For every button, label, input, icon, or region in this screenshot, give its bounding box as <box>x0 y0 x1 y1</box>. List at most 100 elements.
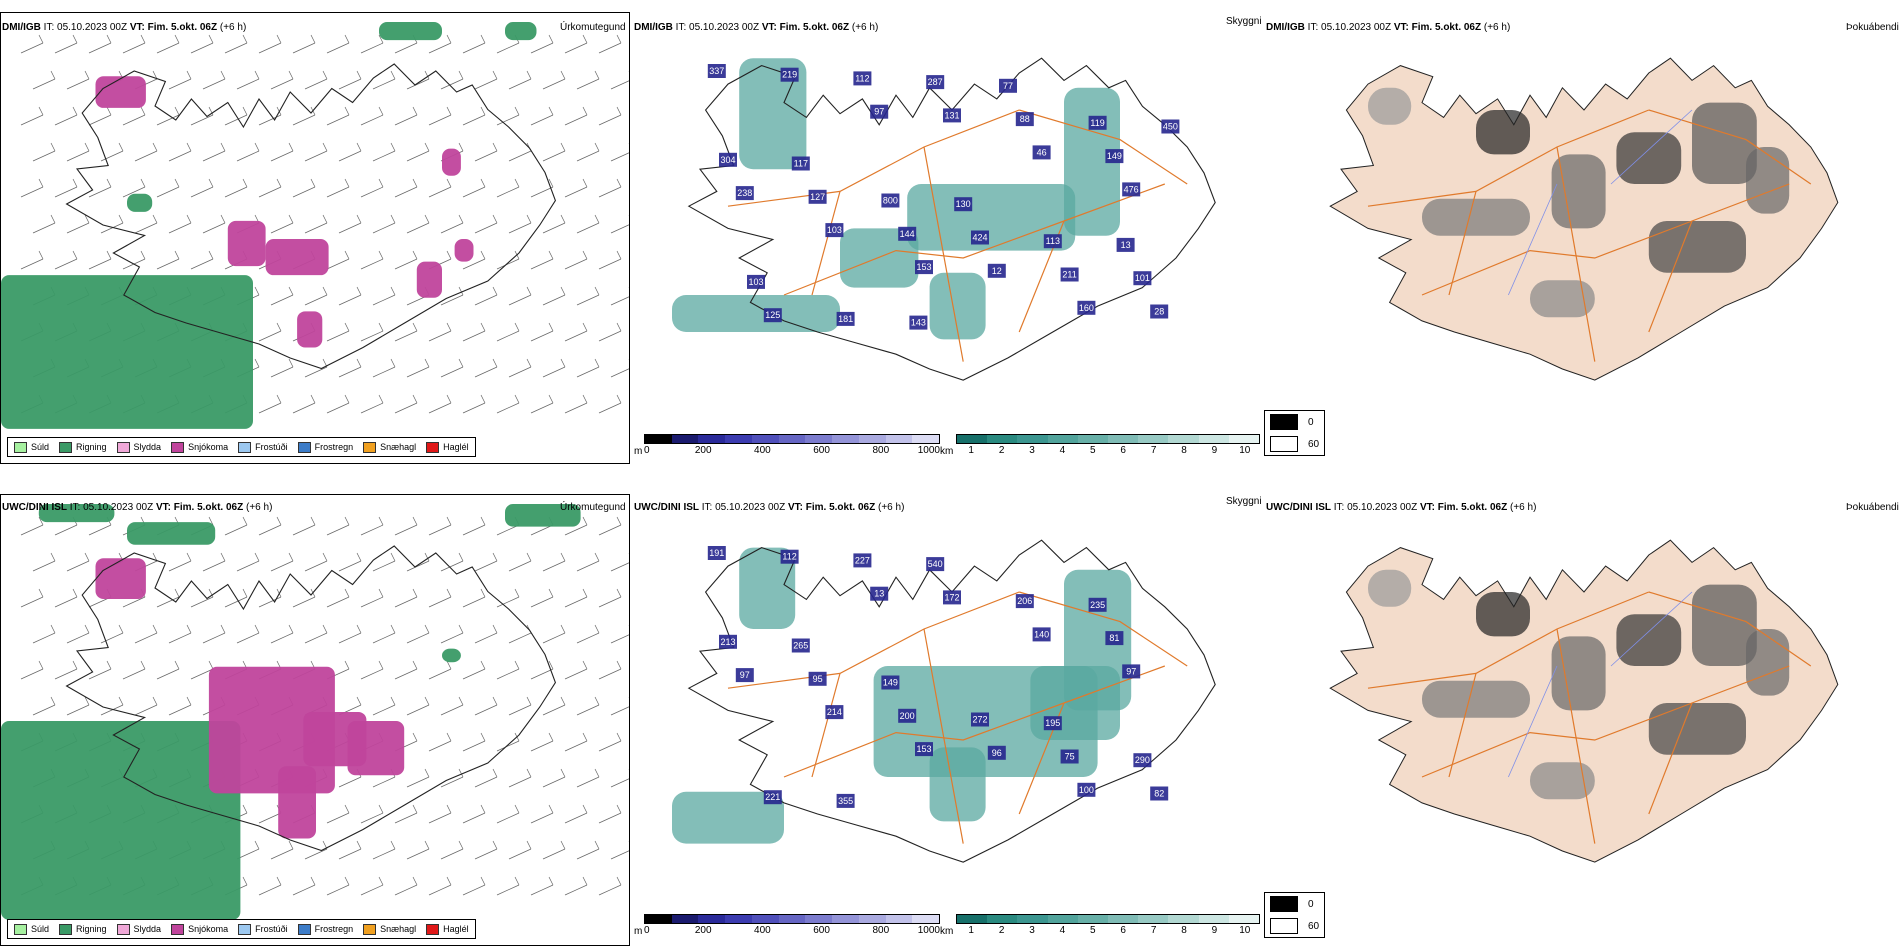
cloud-base-patch <box>898 226 917 241</box>
visibility-tick: 8 <box>1181 925 1187 936</box>
cloud-base-label: 12 <box>992 266 1002 276</box>
wind-barb <box>32 214 56 234</box>
fog-area <box>1551 154 1606 229</box>
snow-area <box>227 220 266 267</box>
wind-barb <box>508 696 532 716</box>
wind-barb <box>338 552 362 572</box>
colorbar-swatch <box>725 915 752 923</box>
wind-barb <box>88 250 112 270</box>
wind-barb <box>270 358 294 378</box>
colorbar-swatch <box>1108 915 1139 923</box>
model-name: DMI/IGB <box>2 22 41 33</box>
legend-swatch <box>426 923 440 935</box>
legend-label: Frostúði <box>255 442 288 452</box>
cloud-base-tick: 0 <box>644 445 650 456</box>
wind-barb <box>394 178 418 198</box>
fog-area <box>1422 680 1530 718</box>
colorbar-swatch <box>1077 435 1109 443</box>
wind-barb <box>258 106 282 126</box>
legend-item: Slydda <box>116 923 161 935</box>
wind-barb <box>542 552 566 572</box>
it-label: IT: <box>43 22 55 33</box>
cloud-base-label: 103 <box>748 277 763 287</box>
cloud-base-label: 287 <box>928 77 943 87</box>
colorbar-ticks: 1 2 3 4 5 6 7 8 9 10 <box>956 924 1260 938</box>
cloud-base-label: 81 <box>1109 633 1119 643</box>
wind-barb <box>134 624 158 644</box>
wind-barb <box>168 214 192 234</box>
road <box>783 665 1166 778</box>
colorbar-swatch <box>1077 915 1109 923</box>
colorbar-swatch <box>1168 915 1199 923</box>
fog-map-1 <box>1329 57 1839 381</box>
wind-barb <box>202 70 226 90</box>
wind-barb <box>88 106 112 126</box>
visibility-tick: 2 <box>998 925 1005 936</box>
wind-barb <box>474 142 498 162</box>
colorbar-swatch <box>778 435 806 443</box>
header-fog-1: DMI/IGB IT: 05.10.2023 00Z VT: Fim. 5.ok… <box>1266 22 1510 34</box>
wind-barb <box>100 214 124 234</box>
cloud-base-patch <box>825 705 844 720</box>
it-label: IT: <box>69 502 81 513</box>
wind-barb <box>134 214 158 234</box>
cloud-base-patch <box>971 712 989 727</box>
legend-label: Rigning <box>76 442 107 452</box>
wind-barb <box>598 516 622 536</box>
cloud-base-patch <box>954 197 973 212</box>
vis-map-panel-1: 337 153 476 97 160 103 46 219 12 238 131 28 144 149 11… <box>632 12 1262 464</box>
cloud-base-label: 337 <box>709 66 724 76</box>
wind-barb <box>168 696 192 716</box>
road <box>811 673 841 778</box>
cloud-base-label: 103 <box>827 225 842 235</box>
wind-barb <box>372 696 396 716</box>
wind-barb <box>394 588 418 608</box>
wind-barb <box>440 214 464 234</box>
cloud-base-tick: 800 <box>872 925 890 936</box>
vt-value: Fim. 5.okt. 06Z <box>173 502 244 513</box>
wind-barb <box>576 768 600 788</box>
cloud-base-label: 290 <box>1135 755 1150 765</box>
legend-label: Snæhagl <box>380 924 417 934</box>
road <box>1648 702 1693 815</box>
wind-barb <box>610 287 629 306</box>
visibility-tick: 5 <box>1090 445 1096 456</box>
visibility-tick: 9 <box>1211 445 1218 456</box>
header-1: DMI/IGB IT: 05.10.2023 00Z VT: Fim. 5.ok… <box>2 22 246 34</box>
wind-barb <box>576 358 600 378</box>
wind-barb <box>496 250 520 270</box>
lead-time: (+6 h) <box>878 502 905 513</box>
wind-barb <box>32 70 56 90</box>
cloud-base-patch <box>915 260 933 275</box>
colorbar-swatch <box>912 435 940 443</box>
cloud-base-patch <box>971 230 989 245</box>
it-value: 05.10.2023 00Z <box>57 22 128 33</box>
wind-barb <box>32 552 56 572</box>
cloud-base-label: 191 <box>709 548 724 558</box>
vt-label: VT: <box>1393 22 1409 33</box>
wind-barb <box>564 250 588 270</box>
wind-barb <box>156 250 180 270</box>
legend-swatch <box>116 923 130 935</box>
colorbar-swatch <box>957 915 988 923</box>
wind-barb <box>224 34 248 54</box>
wind-barb <box>372 70 396 90</box>
cloud-base-label: 101 <box>1135 273 1150 283</box>
cloud-base-patch <box>1060 267 1079 282</box>
fog-title-2: Þokuábendi <box>1846 502 1899 513</box>
cloud-base-patch <box>1116 237 1135 252</box>
ptype-map-1 <box>1 22 629 429</box>
wind-barb <box>530 660 554 680</box>
wind-barb <box>360 34 384 54</box>
wind-barb <box>530 34 554 54</box>
road <box>1421 665 1790 778</box>
low-visibility-area <box>672 295 840 332</box>
wind-barb <box>496 660 520 680</box>
legend-swatch <box>59 923 73 935</box>
wind-barb <box>190 178 214 198</box>
cloud-base-label: 424 <box>972 233 987 243</box>
wind-barb <box>508 768 532 788</box>
cloud-base-label: 200 <box>900 711 915 721</box>
wind-barb <box>406 70 430 90</box>
fog-area <box>1648 221 1746 273</box>
